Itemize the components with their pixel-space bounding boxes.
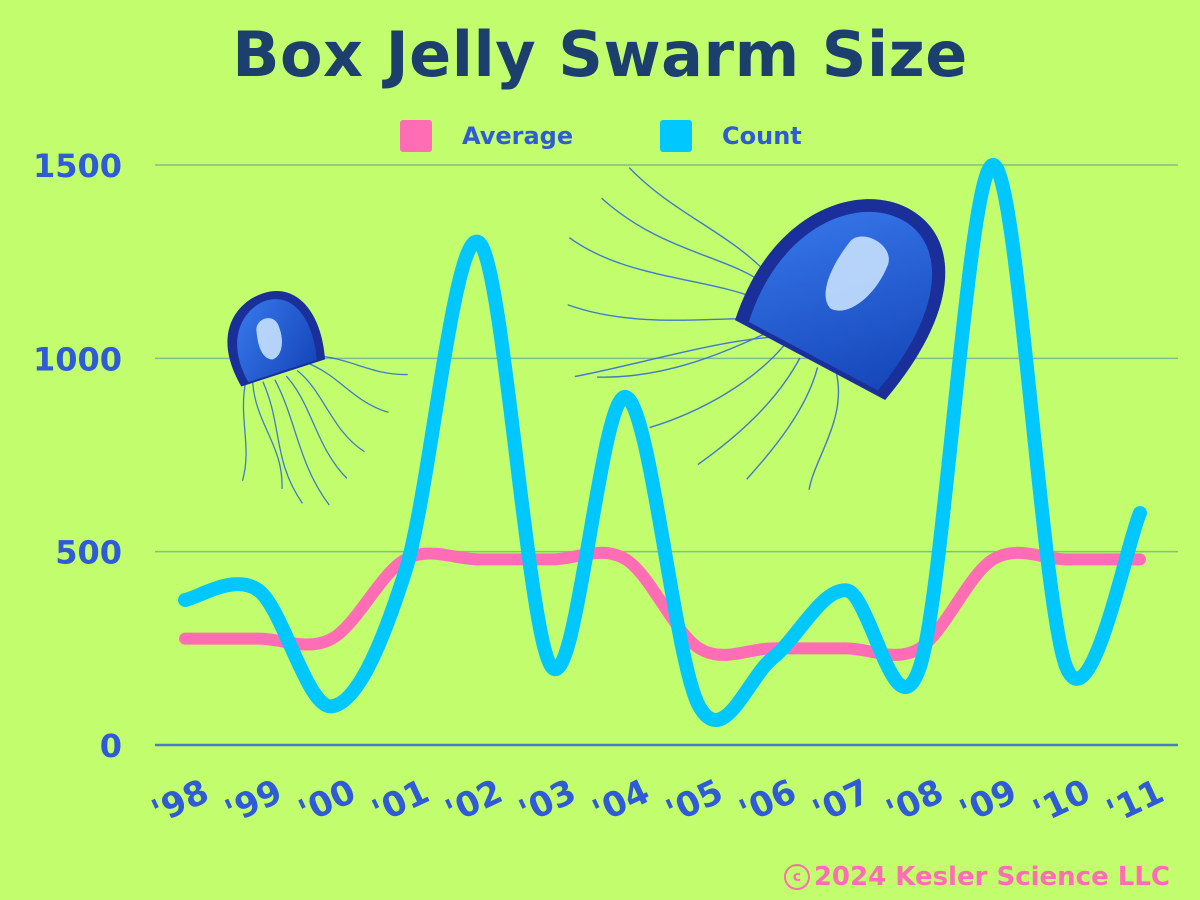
y-tick-label: 1500 [33, 147, 122, 185]
x-tick-label: '09 [954, 772, 1023, 833]
x-tick-label: '06 [733, 772, 802, 833]
copyright-text: 2024 Kesler Science LLC [813, 862, 1170, 892]
copyright-notice: c 2024 Kesler Science LLC [783, 862, 1170, 892]
x-tick-label: '98 [146, 772, 215, 833]
legend-swatch-count [660, 120, 692, 152]
x-tick-label: '07 [807, 772, 876, 833]
legend-label-count: Count [722, 122, 802, 150]
jellyfish-illustration-large [567, 167, 946, 490]
x-tick-label: '04 [587, 772, 656, 833]
y-tick-label: 0 [100, 727, 122, 765]
jellyfish-illustration-small [227, 291, 408, 506]
x-tick-label: '01 [366, 772, 435, 833]
x-tick-label: '03 [513, 772, 582, 833]
copyright-icon: c [783, 864, 810, 890]
series-line-count [178, 158, 1147, 727]
legend-count: Count [660, 120, 802, 152]
x-tick-label: '02 [440, 772, 509, 833]
x-tick-label: '08 [880, 772, 949, 833]
legend-label-average: Average [462, 122, 574, 150]
x-tick-label: '11 [1101, 772, 1170, 833]
x-tick-label: '00 [293, 772, 362, 833]
x-tick-label: '05 [660, 772, 729, 833]
x-tick-label: '99 [219, 772, 288, 833]
legend-swatch-average [400, 120, 432, 152]
y-tick-label: 500 [55, 534, 122, 572]
x-tick-label: '10 [1027, 772, 1096, 833]
y-tick-label: 1000 [33, 340, 122, 378]
legend-average: Average [400, 120, 573, 152]
chart-title: Box Jelly Swarm Size [232, 18, 968, 91]
